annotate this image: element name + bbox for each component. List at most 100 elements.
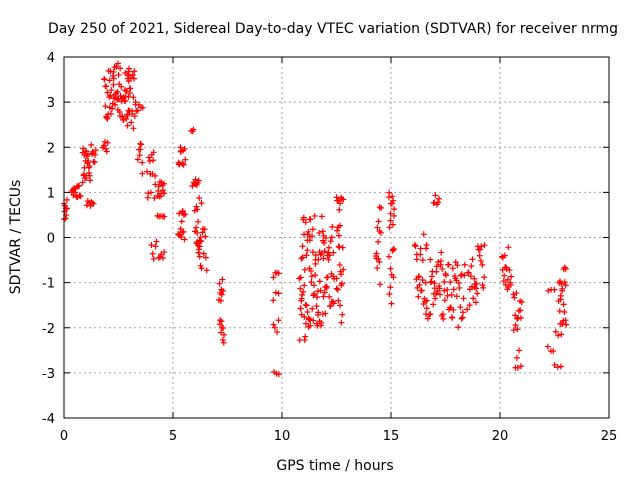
data-point xyxy=(501,272,508,279)
data-point xyxy=(556,308,563,315)
data-point xyxy=(120,116,127,123)
data-point xyxy=(119,113,126,120)
data-point xyxy=(467,273,474,280)
data-point xyxy=(311,212,318,219)
data-point xyxy=(507,281,514,288)
data-point xyxy=(514,364,521,371)
data-point xyxy=(299,254,306,261)
x-tick-label: 15 xyxy=(383,429,400,444)
data-point xyxy=(147,189,154,196)
data-point xyxy=(152,172,159,179)
data-point xyxy=(125,78,132,85)
data-point xyxy=(387,284,394,291)
data-point xyxy=(412,243,419,250)
data-point xyxy=(318,319,325,326)
data-point xyxy=(91,159,98,166)
data-point xyxy=(444,292,451,299)
data-point xyxy=(194,242,201,249)
data-point xyxy=(513,290,520,297)
data-point xyxy=(481,274,488,281)
data-point xyxy=(427,256,434,263)
data-point xyxy=(310,317,317,324)
data-point xyxy=(122,70,129,77)
data-point xyxy=(503,266,510,273)
data-point xyxy=(112,101,119,108)
data-point xyxy=(468,263,475,270)
data-point xyxy=(561,264,568,271)
data-point xyxy=(125,65,132,72)
data-point xyxy=(110,75,117,82)
data-point xyxy=(339,244,346,251)
data-point xyxy=(83,148,90,155)
data-point xyxy=(374,224,381,231)
data-point xyxy=(390,197,397,204)
data-point xyxy=(103,114,110,121)
data-point xyxy=(441,279,448,286)
data-point xyxy=(559,287,566,294)
y-tick-label: -3 xyxy=(42,367,55,382)
data-point xyxy=(130,125,137,132)
data-point xyxy=(337,271,344,278)
data-point xyxy=(376,259,383,266)
data-point xyxy=(145,190,152,197)
data-point xyxy=(217,317,224,324)
data-point xyxy=(512,322,519,329)
data-point xyxy=(436,285,443,292)
data-point xyxy=(301,282,308,289)
data-point xyxy=(300,288,307,295)
data-point xyxy=(108,87,115,94)
data-point xyxy=(327,302,334,309)
data-point xyxy=(307,316,314,323)
data-point xyxy=(136,152,143,159)
data-point xyxy=(85,170,92,177)
data-point xyxy=(330,300,337,307)
data-point xyxy=(218,329,225,336)
data-point xyxy=(333,285,340,292)
data-point xyxy=(320,255,327,262)
data-point xyxy=(76,182,83,189)
data-point xyxy=(271,324,278,331)
y-tick-label: -1 xyxy=(42,277,55,292)
data-point xyxy=(179,160,186,167)
data-point xyxy=(298,255,305,262)
data-point xyxy=(194,229,201,236)
data-point xyxy=(203,267,210,274)
data-point xyxy=(198,238,205,245)
data-point xyxy=(218,291,225,298)
data-point xyxy=(297,285,304,292)
data-point xyxy=(375,255,382,262)
data-point xyxy=(302,320,309,327)
data-point xyxy=(319,228,326,235)
data-point xyxy=(499,253,506,260)
data-point xyxy=(193,203,200,210)
data-point xyxy=(555,332,562,339)
data-point xyxy=(312,272,319,279)
data-point xyxy=(386,224,393,231)
data-point xyxy=(103,148,110,155)
data-point xyxy=(330,249,337,256)
data-point xyxy=(202,254,209,261)
data-point xyxy=(201,226,208,233)
data-point xyxy=(325,256,332,263)
data-point xyxy=(430,301,437,308)
data-point xyxy=(375,218,382,225)
data-point xyxy=(466,302,473,309)
data-point xyxy=(220,339,227,346)
data-point xyxy=(220,287,227,294)
data-point xyxy=(458,315,465,322)
data-point xyxy=(479,282,486,289)
data-point xyxy=(561,309,568,316)
data-point xyxy=(557,363,564,370)
data-point xyxy=(326,252,333,259)
data-point xyxy=(449,265,456,272)
data-point xyxy=(445,261,452,268)
data-point xyxy=(104,89,111,96)
data-point xyxy=(388,200,395,207)
data-point xyxy=(192,176,199,183)
data-point xyxy=(551,361,558,368)
data-point xyxy=(123,115,130,122)
data-point xyxy=(275,270,282,277)
data-point xyxy=(218,318,225,325)
data-point xyxy=(423,305,430,312)
